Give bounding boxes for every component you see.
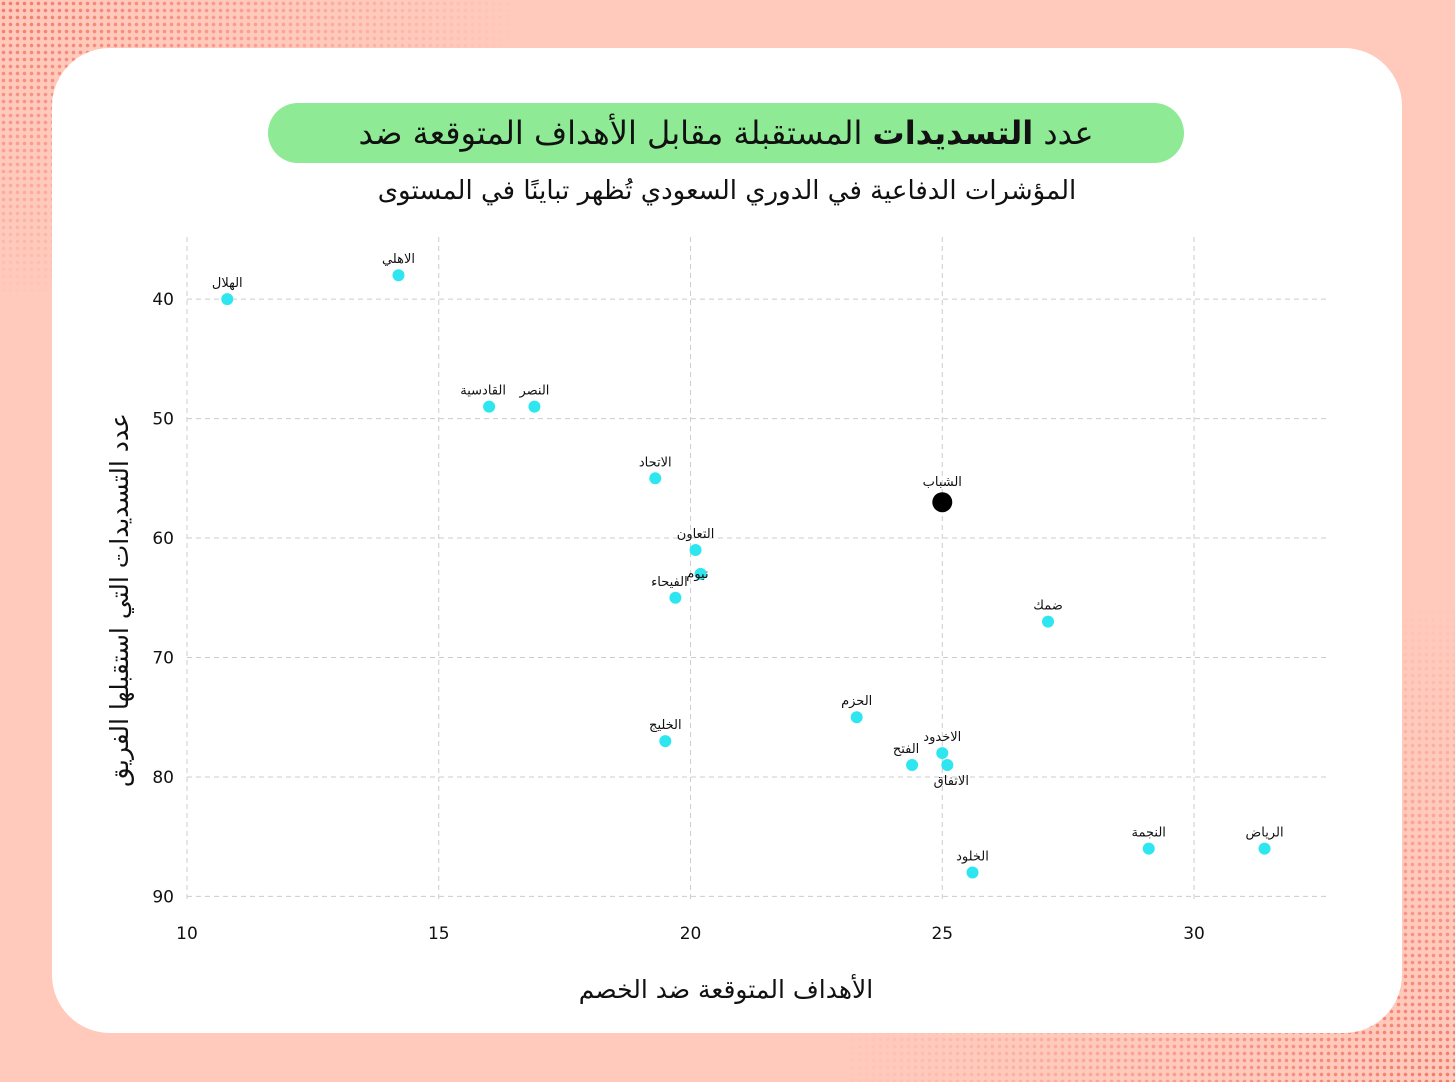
point-label: الخلود bbox=[956, 850, 989, 865]
data-point bbox=[221, 293, 234, 306]
point-label: القادسية bbox=[460, 384, 506, 399]
point-label: الفيحاء bbox=[651, 575, 688, 590]
data-point bbox=[659, 735, 672, 748]
data-point bbox=[1258, 842, 1271, 855]
x-axis-title: الأهداف المتوقعة ضد الخصم bbox=[579, 973, 873, 1005]
y-tick-label: 50 bbox=[152, 410, 174, 430]
data-point bbox=[649, 472, 662, 485]
data-point bbox=[1042, 615, 1055, 628]
x-tick-label: 15 bbox=[428, 924, 450, 944]
data-points bbox=[221, 269, 1271, 879]
point-label: الاتفاق bbox=[934, 774, 969, 789]
data-point bbox=[483, 400, 496, 413]
point-label: الهلال bbox=[212, 276, 243, 291]
chart-title: عدد التسديدات المستقبلة مقابل الأهداف ال… bbox=[268, 103, 1184, 163]
data-point bbox=[936, 747, 949, 760]
point-label: النجمة bbox=[1132, 826, 1166, 841]
point-label: ضمك bbox=[1033, 599, 1063, 614]
x-tick-label: 20 bbox=[680, 924, 702, 944]
point-label: الرياض bbox=[1246, 826, 1284, 841]
point-label: الاهلي bbox=[382, 252, 415, 267]
point-label: النصر bbox=[518, 384, 549, 399]
point-label: التعاون bbox=[677, 527, 715, 542]
title-part1: عدد bbox=[1043, 114, 1094, 152]
y-tick-label: 60 bbox=[152, 529, 174, 549]
axis-ticks: 10 15 20 25 30 40 50 60 70 80 90 bbox=[152, 290, 1205, 944]
highlight-point bbox=[932, 492, 953, 513]
y-tick-label: 70 bbox=[152, 648, 174, 668]
data-point bbox=[528, 400, 541, 413]
x-tick-label: 10 bbox=[176, 924, 198, 944]
y-tick-label: 80 bbox=[152, 768, 174, 788]
data-point bbox=[906, 759, 919, 772]
title-bold-word: التسديدات bbox=[872, 114, 1034, 152]
y-axis-title: عدد التسديدات التي استقبلها الفريق bbox=[105, 413, 135, 787]
point-label: الاخدود bbox=[923, 730, 961, 745]
grid-lines bbox=[186, 237, 1330, 900]
chart-card: عدد التسديدات المستقبلة مقابل الأهداف ال… bbox=[52, 48, 1402, 1033]
point-label: الفتح bbox=[893, 742, 919, 757]
y-tick-label: 40 bbox=[152, 290, 174, 310]
data-point bbox=[941, 759, 954, 772]
point-label: نيوم bbox=[686, 567, 708, 582]
title-part2: المستقبلة مقابل الأهداف المتوقعة ضد bbox=[358, 114, 863, 152]
point-label: الاتحاد bbox=[639, 455, 672, 470]
point-label: الخليج bbox=[649, 718, 682, 733]
x-tick-label: 30 bbox=[1183, 924, 1205, 944]
data-point bbox=[694, 567, 707, 580]
point-label: الشباب bbox=[923, 475, 962, 490]
data-point bbox=[966, 866, 979, 879]
data-point bbox=[669, 591, 682, 604]
data-point bbox=[850, 711, 863, 724]
point-label: الحزم bbox=[841, 694, 872, 709]
data-point bbox=[689, 543, 702, 556]
chart-subtitle: المؤشرات الدفاعية في الدوري السعودي تُظه… bbox=[377, 176, 1077, 206]
x-tick-label: 25 bbox=[931, 924, 953, 944]
data-point bbox=[1142, 842, 1155, 855]
y-tick-label: 90 bbox=[152, 887, 174, 907]
data-point bbox=[392, 269, 405, 282]
point-labels: الهلال الاهلي القادسية النصر الاتحاد الشباب ال… bbox=[212, 252, 1284, 864]
